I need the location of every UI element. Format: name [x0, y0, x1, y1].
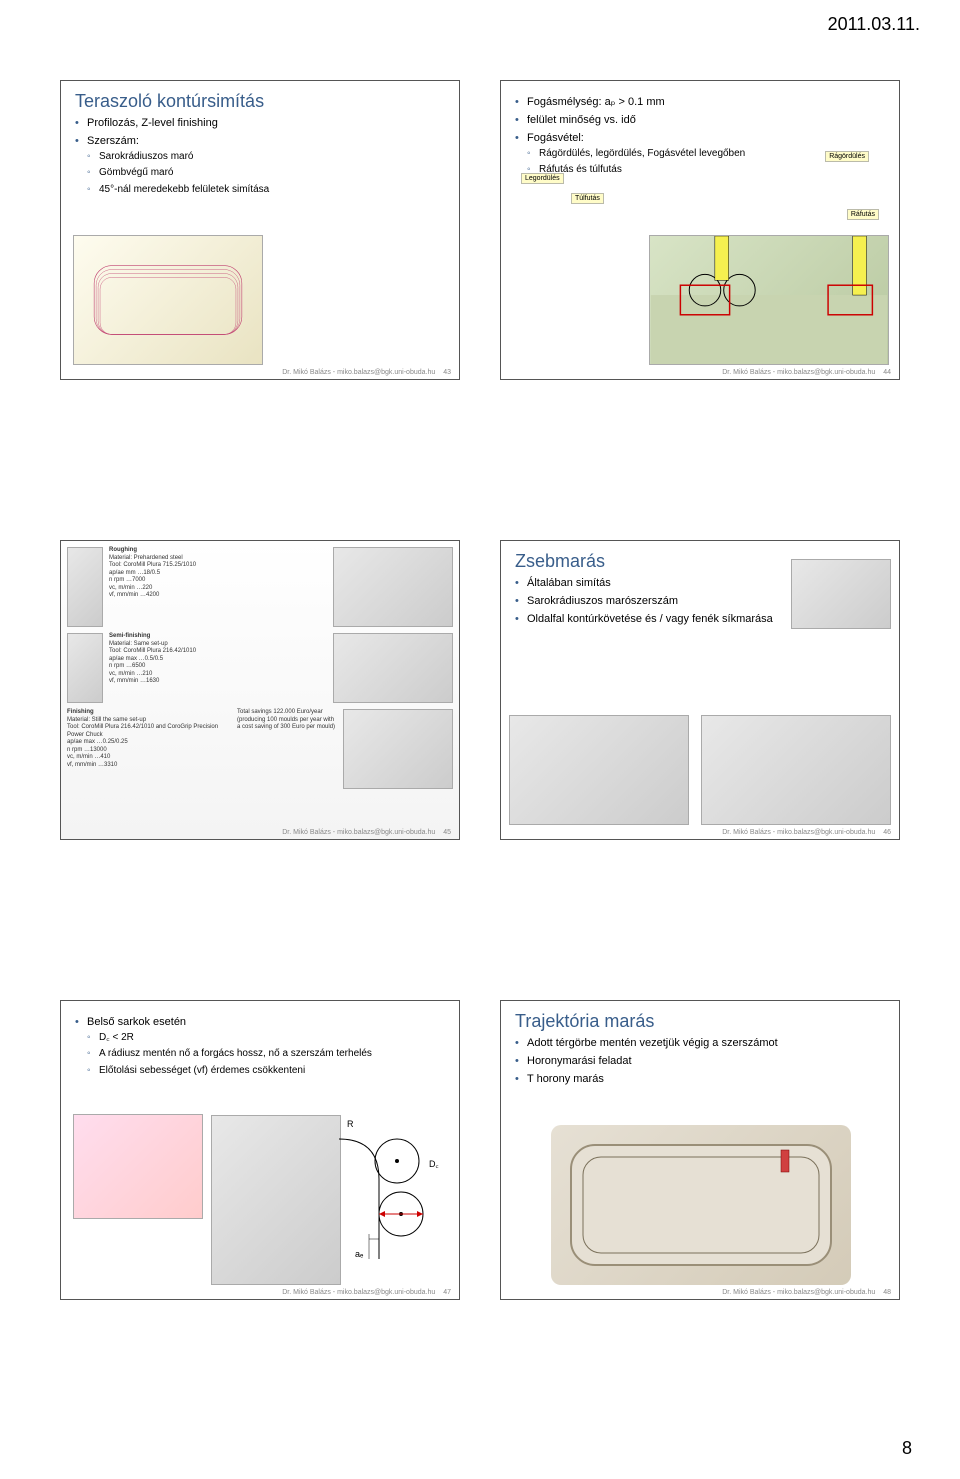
machining-data-sheet: Roughing Material: Prehardened steel Too… [61, 541, 459, 839]
bullet-text: Szerszám: [87, 135, 139, 147]
corner-illustration [73, 1114, 203, 1219]
spec-line: Material: Still the same set-up [67, 717, 231, 725]
slide-footer: Dr. Mikó Balázs - miko.balazs@bgk.uni-ob… [282, 369, 451, 376]
slide-footer: Dr. Mikó Balázs - miko.balazs@bgk.uni-ob… [722, 369, 891, 376]
contour-illustration [73, 235, 263, 365]
slide-47: Belső sarkok esetén D꜀ < 2R A rádiusz me… [60, 1000, 460, 1300]
spec-line: Tool: CoroMill Plura 216.42/1010 [109, 648, 327, 656]
label-R: R [347, 1119, 354, 1129]
slide-45: Roughing Material: Prehardened steel Too… [60, 540, 460, 840]
pocket-photo-1 [509, 715, 689, 825]
slide-body: Profilozás, Z-level finishing Szerszám: … [61, 116, 459, 197]
spec-line: vf, mm/min …4200 [109, 592, 327, 600]
spec-line: vc, m/min …210 [109, 671, 327, 679]
label-tulfutas: Túlfutás [571, 193, 604, 204]
sub-bullet: Sarokrádiuszos maró [87, 150, 445, 165]
slide-footer: Dr. Mikó Balázs - miko.balazs@bgk.uni-ob… [722, 1289, 891, 1296]
tool-photo-2 [67, 633, 103, 703]
corner-diagram: R D꜀ aₑ [339, 1109, 449, 1279]
trajectory-svg [551, 1125, 851, 1285]
slide-body: Fogásmélység: aₚ > 0.1 mm felület minősé… [501, 81, 899, 178]
sub-bullet: 45°-nál meredekebb felületek simítása [87, 183, 445, 198]
footer-author: Dr. Mikó Balázs - miko.balazs@bgk.uni-ob… [282, 369, 435, 376]
spec-line: Tool: CoroMill Plura 216.42/1010 and Cor… [67, 724, 231, 739]
footer-author: Dr. Mikó Balázs - miko.balazs@bgk.uni-ob… [282, 829, 435, 836]
bullet: Belső sarkok esetén D꜀ < 2R A rádiusz me… [75, 1015, 445, 1078]
slide-46: Zsebmarás Általában simítás Sarokrádiusz… [500, 540, 900, 840]
bullet: Horonymarási feladat [515, 1054, 885, 1070]
part-photo-3 [343, 709, 453, 789]
slide-num: 48 [883, 1289, 891, 1296]
footer-author: Dr. Mikó Balázs - miko.balazs@bgk.uni-ob… [722, 829, 875, 836]
label-Dc: D꜀ [429, 1159, 439, 1169]
page-date: 2011.03.11. [828, 14, 920, 35]
slide-footer: Dr. Mikó Balázs - miko.balazs@bgk.uni-ob… [282, 829, 451, 836]
section-title: Finishing [67, 709, 231, 717]
bullet-text: Fogásvétel: [527, 132, 584, 144]
page-number: 8 [902, 1438, 912, 1459]
bullet: Szerszám: Sarokrádiuszos maró Gömbvégű m… [75, 134, 445, 197]
bullet: Profilozás, Z-level finishing [75, 116, 445, 132]
spec-line: ap/ae max …0.25/0.25 [67, 739, 231, 747]
slide-43: Teraszoló kontúrsimítás Profilozás, Z-le… [60, 80, 460, 380]
footer-author: Dr. Mikó Balázs - miko.balazs@bgk.uni-ob… [722, 1289, 875, 1296]
section-title: Semi-finishing [109, 633, 327, 641]
bullet: T horony marás [515, 1072, 885, 1088]
slide-44: Fogásmélység: aₚ > 0.1 mm felület minősé… [500, 80, 900, 380]
spec-line: ap/ae mm …18/0.5 [109, 570, 327, 578]
spec-line: n rpm …7000 [109, 577, 327, 585]
sub-bullet: A rádiusz mentén nő a forgács hossz, nő … [87, 1047, 445, 1062]
milling-photo [211, 1115, 341, 1285]
footer-author: Dr. Mikó Balázs - miko.balazs@bgk.uni-ob… [282, 1289, 435, 1296]
toolpath-svg [650, 236, 888, 364]
spec-line: vf, mm/min …1630 [109, 678, 327, 686]
sub-bullet: Ráfutás és túlfutás [527, 163, 885, 178]
spec-line: Tool: CoroMill Plura 715.25/1010 [109, 562, 327, 570]
slide-num: 43 [443, 369, 451, 376]
pocket-photo-2 [701, 715, 891, 825]
slide-num: 47 [443, 1289, 451, 1296]
label-rafutas: Ráfutás [847, 209, 879, 220]
bullet: Adott térgörbe mentén vezetjük végig a s… [515, 1036, 885, 1052]
slide-footer: Dr. Mikó Balázs - miko.balazs@bgk.uni-ob… [282, 1289, 451, 1296]
footer-author: Dr. Mikó Balázs - miko.balazs@bgk.uni-ob… [722, 369, 875, 376]
toolpath-illustration [649, 235, 889, 365]
slide-title: Teraszoló kontúrsimítás [61, 81, 459, 116]
spec-line: vc, m/min …220 [109, 585, 327, 593]
label-ae: aₑ [355, 1249, 364, 1259]
tool-photo-1 [67, 547, 103, 627]
spec-line: n rpm …13000 [67, 747, 231, 755]
slide-footer: Dr. Mikó Balázs - miko.balazs@bgk.uni-ob… [722, 829, 891, 836]
sub-bullet: D꜀ < 2R [87, 1031, 445, 1046]
slide-title: Trajektória marás [501, 1001, 899, 1036]
contour-svg [74, 236, 262, 364]
label-legordules: Legordülés [521, 173, 564, 184]
slides-grid: Teraszoló kontúrsimítás Profilozás, Z-le… [60, 80, 900, 1300]
trajectory-illustration [551, 1125, 851, 1285]
part-photo-2 [333, 633, 453, 703]
sub-bullet: Előtolási sebességet (vf) érdemes csökke… [87, 1064, 445, 1079]
bullet: Fogásmélység: aₚ > 0.1 mm [515, 95, 885, 111]
slide-body: Belső sarkok esetén D꜀ < 2R A rádiusz me… [61, 1001, 459, 1078]
sub-bullet: Gömbvégű maró [87, 166, 445, 181]
spec-line: vc, m/min …410 [67, 754, 231, 762]
spec-line: Material: Same set-up [109, 641, 327, 649]
spec-line: ap/ae max …0.5/0.5 [109, 656, 327, 664]
slide-48: Trajektória marás Adott térgörbe mentén … [500, 1000, 900, 1300]
section-title: Roughing [109, 547, 327, 555]
savings-text: Total savings 122.000 Euro/year (produci… [237, 709, 337, 789]
slide-num: 45 [443, 829, 451, 836]
bullet-text: Belső sarkok esetén [87, 1016, 186, 1028]
pocket-screenshot [791, 559, 891, 629]
spec-line: n rpm …6500 [109, 663, 327, 671]
slide-num: 44 [883, 369, 891, 376]
spec-line: vf, mm/min …3310 [67, 762, 231, 770]
label-ragordules: Rágördülés [825, 151, 869, 162]
diagram-svg: R D꜀ aₑ [339, 1109, 449, 1279]
slide-num: 46 [883, 829, 891, 836]
bullet: felület minőség vs. idő [515, 113, 885, 129]
part-photo-1 [333, 547, 453, 627]
slide-body: Adott térgörbe mentén vezetjük végig a s… [501, 1036, 899, 1088]
spec-line: Material: Prehardened steel [109, 555, 327, 563]
